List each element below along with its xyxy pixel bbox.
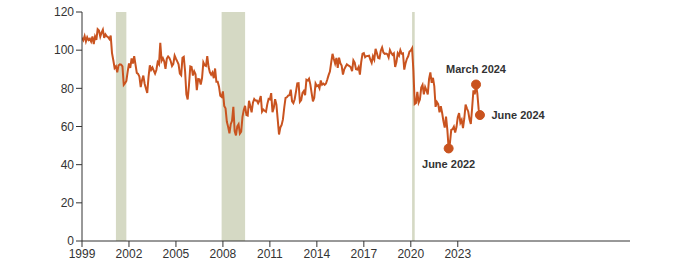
svg-text:60: 60 [61,120,75,134]
svg-text:120: 120 [54,5,74,19]
svg-text:2017: 2017 [350,247,377,261]
svg-text:March 2024: March 2024 [446,63,507,75]
svg-text:2014: 2014 [304,247,331,261]
svg-text:1999: 1999 [69,247,96,261]
svg-text:40: 40 [61,158,75,172]
svg-text:2020: 2020 [397,247,424,261]
svg-text:June 2024: June 2024 [491,109,545,121]
svg-text:0: 0 [67,234,74,248]
svg-text:100: 100 [54,43,74,57]
svg-text:2002: 2002 [116,247,143,261]
svg-text:2008: 2008 [210,247,237,261]
svg-text:June 2022: June 2022 [422,158,475,170]
svg-text:2011: 2011 [257,247,283,261]
svg-text:2005: 2005 [163,247,190,261]
svg-text:2023: 2023 [444,247,471,261]
svg-text:20: 20 [61,196,75,210]
svg-text:80: 80 [61,82,75,96]
